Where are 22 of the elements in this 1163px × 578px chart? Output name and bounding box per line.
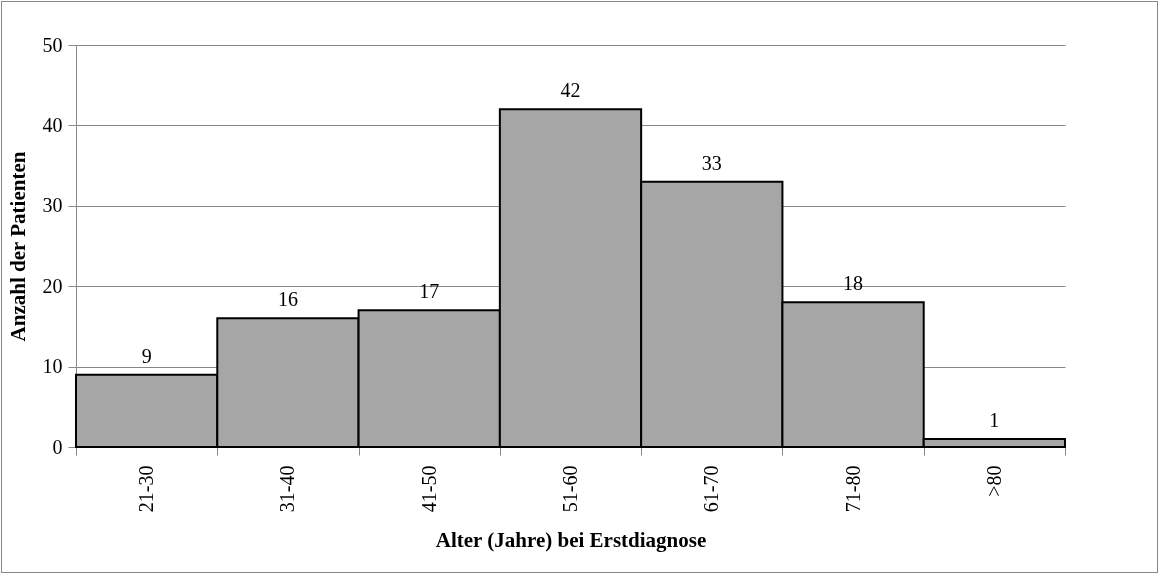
data-label: 1 xyxy=(989,408,1000,431)
y-axis-title: Anzahl der Patienten xyxy=(5,151,30,342)
x-axis-title: Alter (Jahre) bei Erstdiagnose xyxy=(435,528,707,553)
y-tick-label: 30 xyxy=(42,194,63,217)
x-tick-label: 41-50 xyxy=(417,465,440,513)
y-tick-label: 50 xyxy=(42,33,63,56)
data-label: 17 xyxy=(419,280,440,303)
x-tick-label: 31-40 xyxy=(276,465,299,513)
x-tick-label: 61-70 xyxy=(700,465,723,513)
y-tick-label: 10 xyxy=(42,355,63,378)
x-tick-label: 21-30 xyxy=(135,465,158,513)
data-label: 18 xyxy=(843,272,864,295)
x-tick-label: 71-80 xyxy=(841,465,864,513)
data-label: 33 xyxy=(701,151,722,174)
y-tick-label: 20 xyxy=(42,274,63,297)
data-label: 9 xyxy=(141,344,152,367)
data-label: 16 xyxy=(277,288,298,311)
data-label: 42 xyxy=(560,79,581,102)
y-tick-label: 0 xyxy=(52,435,63,458)
y-tick-label: 40 xyxy=(42,113,63,136)
x-tick-label: 51-60 xyxy=(559,465,581,513)
x-tick-label: >80 xyxy=(982,465,1005,497)
